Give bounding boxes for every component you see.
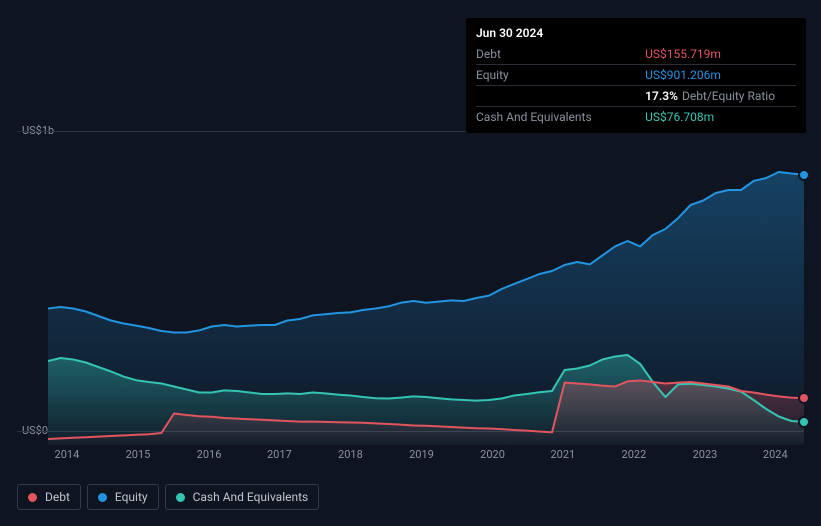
- legend-item-equity[interactable]: Equity: [87, 484, 159, 510]
- x-axis-label: 2015: [126, 448, 151, 461]
- tooltip-row-value: 17.3%Debt/Equity Ratio: [645, 86, 796, 107]
- chart-plot-area: [48, 145, 804, 445]
- tooltip-table: DebtUS$155.719mEquityUS$901.206m17.3%Deb…: [476, 44, 796, 127]
- x-axis-label: 2018: [338, 448, 363, 461]
- end-marker-cash-and-equivalents: [800, 418, 808, 426]
- legend-item-cash-and-equivalents[interactable]: Cash And Equivalents: [165, 484, 320, 510]
- x-axis-label: 2022: [622, 448, 647, 461]
- tooltip-row-label: Equity: [476, 65, 645, 86]
- x-axis-label: 2017: [267, 448, 292, 461]
- end-marker-debt: [800, 394, 808, 402]
- chart-svg: [48, 145, 804, 445]
- x-axis: 2014 2015 2016 2017 2018 2019 2020 2021 2022 2023…: [48, 448, 804, 466]
- x-axis-label: 2023: [693, 448, 718, 461]
- end-marker-equity: [800, 171, 808, 179]
- x-axis-label: 2021: [550, 448, 575, 461]
- tooltip-row-label: [476, 86, 645, 107]
- tooltip-row-label: Cash And Equivalents: [476, 107, 645, 128]
- x-axis-label: 2019: [409, 448, 434, 461]
- legend-dot-icon: [98, 493, 107, 502]
- x-axis-label: 2014: [55, 448, 80, 461]
- x-axis-label: 2020: [480, 448, 505, 461]
- x-axis-label: 2024: [763, 448, 788, 461]
- chart-legend: Debt Equity Cash And Equivalents: [17, 484, 319, 510]
- tooltip-row-value: US$76.708m: [645, 107, 796, 128]
- x-axis-label: 2016: [197, 448, 222, 461]
- legend-label: Cash And Equivalents: [193, 490, 309, 504]
- chart-tooltip: Jun 30 2024 DebtUS$155.719mEquityUS$901.…: [466, 18, 806, 133]
- legend-label: Debt: [45, 490, 70, 504]
- tooltip-date: Jun 30 2024: [476, 24, 796, 42]
- tooltip-row-label: Debt: [476, 44, 645, 65]
- tooltip-row-value: US$901.206m: [645, 65, 796, 86]
- legend-dot-icon: [176, 493, 185, 502]
- tooltip-row-value: US$155.719m: [645, 44, 796, 65]
- legend-dot-icon: [28, 493, 37, 502]
- legend-item-debt[interactable]: Debt: [17, 484, 81, 510]
- legend-label: Equity: [115, 490, 148, 504]
